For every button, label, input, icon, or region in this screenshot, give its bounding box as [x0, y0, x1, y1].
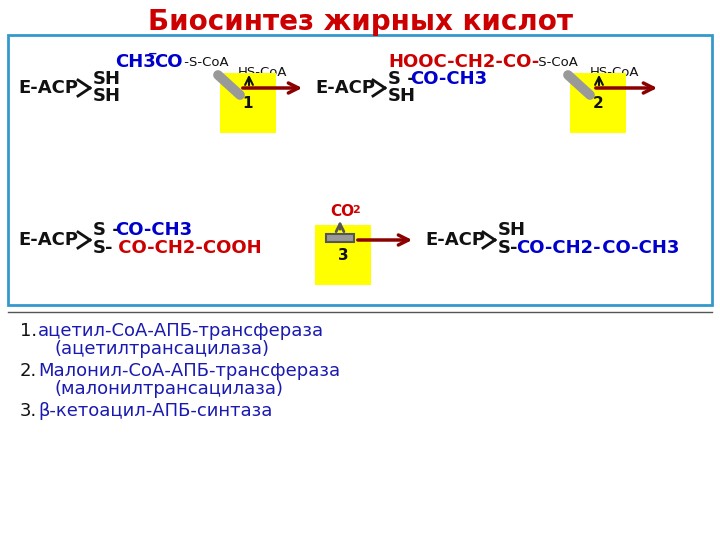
Text: S -: S - [388, 70, 415, 88]
Text: HOOC-CH2-CO-: HOOC-CH2-CO- [388, 53, 539, 71]
Text: SH: SH [93, 70, 121, 88]
Text: HS-CoA: HS-CoA [590, 65, 639, 78]
Text: E-ACP: E-ACP [315, 79, 375, 97]
Text: CO-CH2-COOH: CO-CH2-COOH [112, 239, 261, 257]
Text: Биосинтез жирных кислот: Биосинтез жирных кислот [148, 8, 572, 36]
Text: HS-CoA: HS-CoA [238, 65, 287, 78]
Text: S-: S- [498, 239, 518, 257]
Text: S-CoA: S-CoA [534, 56, 578, 69]
Text: ⁻: ⁻ [148, 49, 158, 67]
Text: Малонил-СоА-АПБ-трансфераза: Малонил-СоА-АПБ-трансфераза [38, 362, 340, 380]
Text: 1.: 1. [20, 322, 37, 340]
Text: CO: CO [330, 205, 354, 219]
Text: E-ACP: E-ACP [18, 79, 78, 97]
Bar [326, 234, 354, 242]
Text: CO: CO [154, 53, 182, 71]
Text: ацетил-СоА-АПБ-трансфераза: ацетил-СоА-АПБ-трансфераза [38, 322, 324, 340]
Text: 2: 2 [593, 96, 603, 111]
Text: (ацетилтрансацилаза): (ацетилтрансацилаза) [55, 340, 270, 358]
Text: SH: SH [93, 87, 121, 105]
Text: SH: SH [498, 221, 526, 239]
Text: 2: 2 [352, 205, 360, 215]
Text: 3.: 3. [20, 402, 37, 420]
Text: 2.: 2. [20, 362, 37, 380]
Text: S-: S- [93, 239, 114, 257]
Text: E-ACP: E-ACP [425, 231, 485, 249]
Text: -S-CoA: -S-CoA [180, 56, 229, 69]
Text: E-ACP: E-ACP [18, 231, 78, 249]
Text: β-кетоацил-АПБ-синтаза: β-кетоацил-АПБ-синтаза [38, 402, 272, 420]
Text: CO-CH3: CO-CH3 [596, 239, 680, 257]
Bar [8, 35, 712, 305]
Text: (малонилтрансацилаза): (малонилтрансацилаза) [55, 380, 284, 398]
Text: 3: 3 [338, 247, 348, 262]
Text: 1: 1 [243, 96, 253, 111]
Text: CO-CH2-: CO-CH2- [516, 239, 600, 257]
Text: SH: SH [388, 87, 416, 105]
Text: CO-CH3: CO-CH3 [115, 221, 192, 239]
Text: CO-CH3: CO-CH3 [410, 70, 487, 88]
Text: S -: S - [93, 221, 120, 239]
Text: CH3: CH3 [115, 53, 156, 71]
